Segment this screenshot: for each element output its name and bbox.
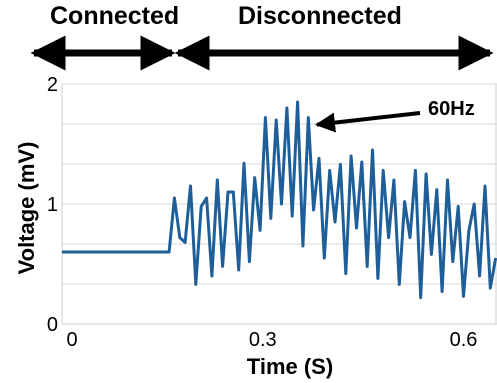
- y-tick-label: 2: [47, 74, 58, 96]
- tick-labels: 0 0.3 0.6 0 1 2: [47, 74, 478, 351]
- connected-label: Connected: [50, 2, 179, 30]
- x-tick-label: 0.6: [450, 329, 478, 351]
- 60hz-annotation-label: 60Hz: [428, 98, 475, 120]
- 60hz-annotation-arrow: [315, 111, 421, 133]
- x-axis-title: Time (S): [247, 354, 333, 379]
- disconnected-label: Disconnected: [238, 2, 402, 30]
- x-tick-label: 0.3: [249, 329, 277, 351]
- y-axis-title: Voltage (mV): [14, 142, 39, 275]
- x-tick-label: 0: [66, 329, 77, 351]
- y-tick-label: 0: [47, 314, 58, 336]
- plot-area: 0 0.3 0.6 0 1 2: [47, 74, 497, 351]
- voltage-series-line: [62, 100, 497, 300]
- y-tick-label: 1: [47, 194, 58, 216]
